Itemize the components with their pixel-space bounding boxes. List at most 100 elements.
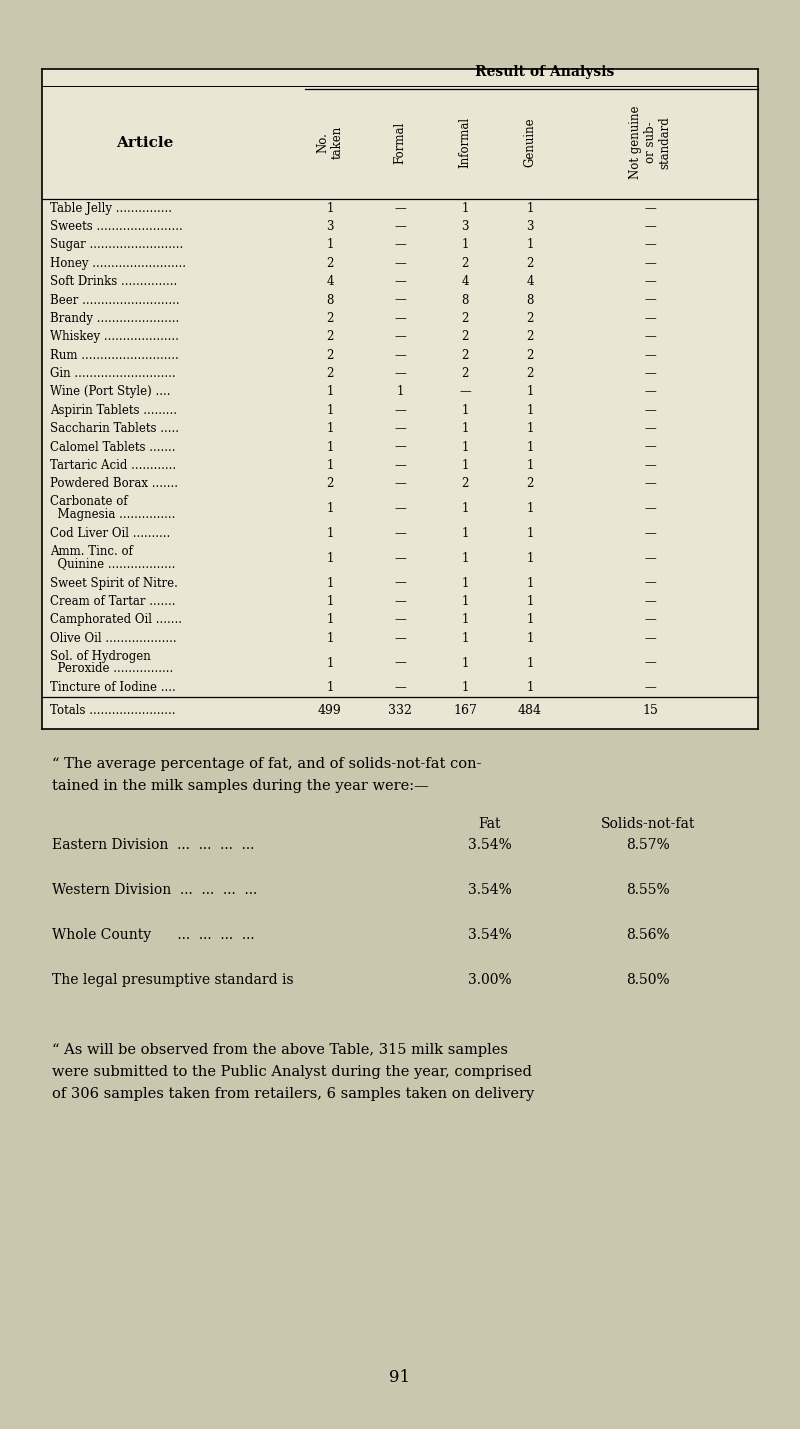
Text: 2: 2	[526, 349, 534, 362]
Text: were submitted to the Public Analyst during the year, comprised: were submitted to the Public Analyst dur…	[52, 1065, 532, 1079]
Text: 1: 1	[526, 404, 534, 417]
Text: Informal: Informal	[458, 117, 471, 169]
Text: tained in the milk samples during the year were:—: tained in the milk samples during the ye…	[52, 779, 429, 793]
Text: —: —	[644, 477, 656, 490]
Text: Whole County      ...  ...  ...  ...: Whole County ... ... ... ...	[52, 927, 254, 942]
Text: 8: 8	[326, 293, 334, 307]
Text: 2: 2	[462, 349, 469, 362]
Text: —: —	[394, 576, 406, 590]
Text: 2: 2	[326, 330, 334, 343]
Text: Camphorated Oil .......: Camphorated Oil .......	[50, 613, 182, 626]
Text: Honey .........................: Honey .........................	[50, 257, 186, 270]
Text: Tartaric Acid ............: Tartaric Acid ............	[50, 459, 176, 472]
Text: 2: 2	[462, 367, 469, 380]
Text: 2: 2	[526, 257, 534, 270]
Text: 1: 1	[462, 613, 469, 626]
Text: —: —	[394, 312, 406, 324]
Text: Sol. of Hydrogen: Sol. of Hydrogen	[50, 650, 150, 663]
Text: 1: 1	[462, 576, 469, 590]
Text: —: —	[644, 422, 656, 436]
Text: 2: 2	[526, 477, 534, 490]
Text: 3: 3	[526, 220, 534, 233]
Text: “ The average percentage of fat, and of solids-not-fat con-: “ The average percentage of fat, and of …	[52, 757, 482, 772]
Text: 2: 2	[462, 312, 469, 324]
Text: 2: 2	[326, 367, 334, 380]
Text: Not genuine
or sub-
standard: Not genuine or sub- standard	[629, 106, 671, 179]
Text: —: —	[644, 632, 656, 644]
Text: Carbonate of: Carbonate of	[50, 496, 128, 509]
Text: 1: 1	[526, 459, 534, 472]
Text: —: —	[644, 293, 656, 307]
Text: 1: 1	[396, 386, 404, 399]
Text: 3.54%: 3.54%	[468, 883, 512, 897]
Text: Table Jelly ...............: Table Jelly ...............	[50, 201, 172, 214]
Text: Eastern Division  ...  ...  ...  ...: Eastern Division ... ... ... ...	[52, 837, 254, 852]
Text: —: —	[644, 656, 656, 670]
Text: 2: 2	[462, 330, 469, 343]
Text: 332: 332	[388, 704, 412, 717]
Text: 3: 3	[326, 220, 334, 233]
Text: 2: 2	[526, 330, 534, 343]
Text: —: —	[394, 404, 406, 417]
Text: —: —	[394, 293, 406, 307]
Text: 1: 1	[326, 552, 334, 564]
Text: 2: 2	[462, 257, 469, 270]
Text: —: —	[459, 386, 471, 399]
Text: 167: 167	[453, 704, 477, 717]
Text: —: —	[644, 594, 656, 607]
Text: Brandy ......................: Brandy ......................	[50, 312, 179, 324]
Text: 2: 2	[326, 312, 334, 324]
Text: Sweets .......................: Sweets .......................	[50, 220, 182, 233]
Text: 1: 1	[326, 386, 334, 399]
Text: 1: 1	[326, 404, 334, 417]
Text: 1: 1	[326, 440, 334, 453]
Text: —: —	[644, 613, 656, 626]
Text: 8: 8	[526, 293, 534, 307]
Text: 15: 15	[642, 704, 658, 717]
Text: Aspirin Tablets .........: Aspirin Tablets .........	[50, 404, 177, 417]
Text: 91: 91	[390, 1369, 410, 1386]
Text: 2: 2	[326, 477, 334, 490]
Text: 8: 8	[462, 293, 469, 307]
Text: —: —	[644, 276, 656, 289]
Text: —: —	[644, 682, 656, 694]
Text: —: —	[644, 239, 656, 252]
Text: 3.54%: 3.54%	[468, 837, 512, 852]
Text: —: —	[394, 201, 406, 214]
Text: —: —	[394, 276, 406, 289]
Text: —: —	[394, 422, 406, 436]
Text: Powdered Borax .......: Powdered Borax .......	[50, 477, 178, 490]
Bar	[42, 69, 758, 729]
Text: Beer ..........................: Beer ..........................	[50, 293, 180, 307]
Text: 2: 2	[326, 257, 334, 270]
Text: 1: 1	[526, 386, 534, 399]
Text: of 306 samples taken from retailers, 6 samples taken on delivery: of 306 samples taken from retailers, 6 s…	[52, 1087, 534, 1100]
Text: —: —	[394, 502, 406, 514]
Text: —: —	[644, 440, 656, 453]
Text: Tincture of Iodine ....: Tincture of Iodine ....	[50, 682, 176, 694]
Text: The legal presumptive standard is: The legal presumptive standard is	[52, 973, 294, 987]
Text: 1: 1	[326, 632, 334, 644]
Text: 4: 4	[526, 276, 534, 289]
Text: —: —	[644, 576, 656, 590]
Text: 1: 1	[526, 422, 534, 436]
Text: —: —	[644, 312, 656, 324]
Text: 8.55%: 8.55%	[626, 883, 670, 897]
Text: Soft Drinks ...............: Soft Drinks ...............	[50, 276, 178, 289]
Text: 1: 1	[526, 502, 534, 514]
Text: 4: 4	[326, 276, 334, 289]
Text: —: —	[394, 239, 406, 252]
Text: 1: 1	[526, 632, 534, 644]
Text: No.
taken: No. taken	[316, 126, 344, 159]
Text: —: —	[394, 257, 406, 270]
Text: 1: 1	[526, 201, 534, 214]
Text: Wine (Port Style) ....: Wine (Port Style) ....	[50, 386, 170, 399]
Text: Whiskey ....................: Whiskey ....................	[50, 330, 179, 343]
Text: 2: 2	[526, 312, 534, 324]
Text: Peroxide ................: Peroxide ................	[50, 662, 174, 674]
Text: 1: 1	[326, 527, 334, 540]
Text: 1: 1	[326, 656, 334, 670]
Text: —: —	[644, 502, 656, 514]
Text: 1: 1	[462, 201, 469, 214]
Text: —: —	[644, 552, 656, 564]
